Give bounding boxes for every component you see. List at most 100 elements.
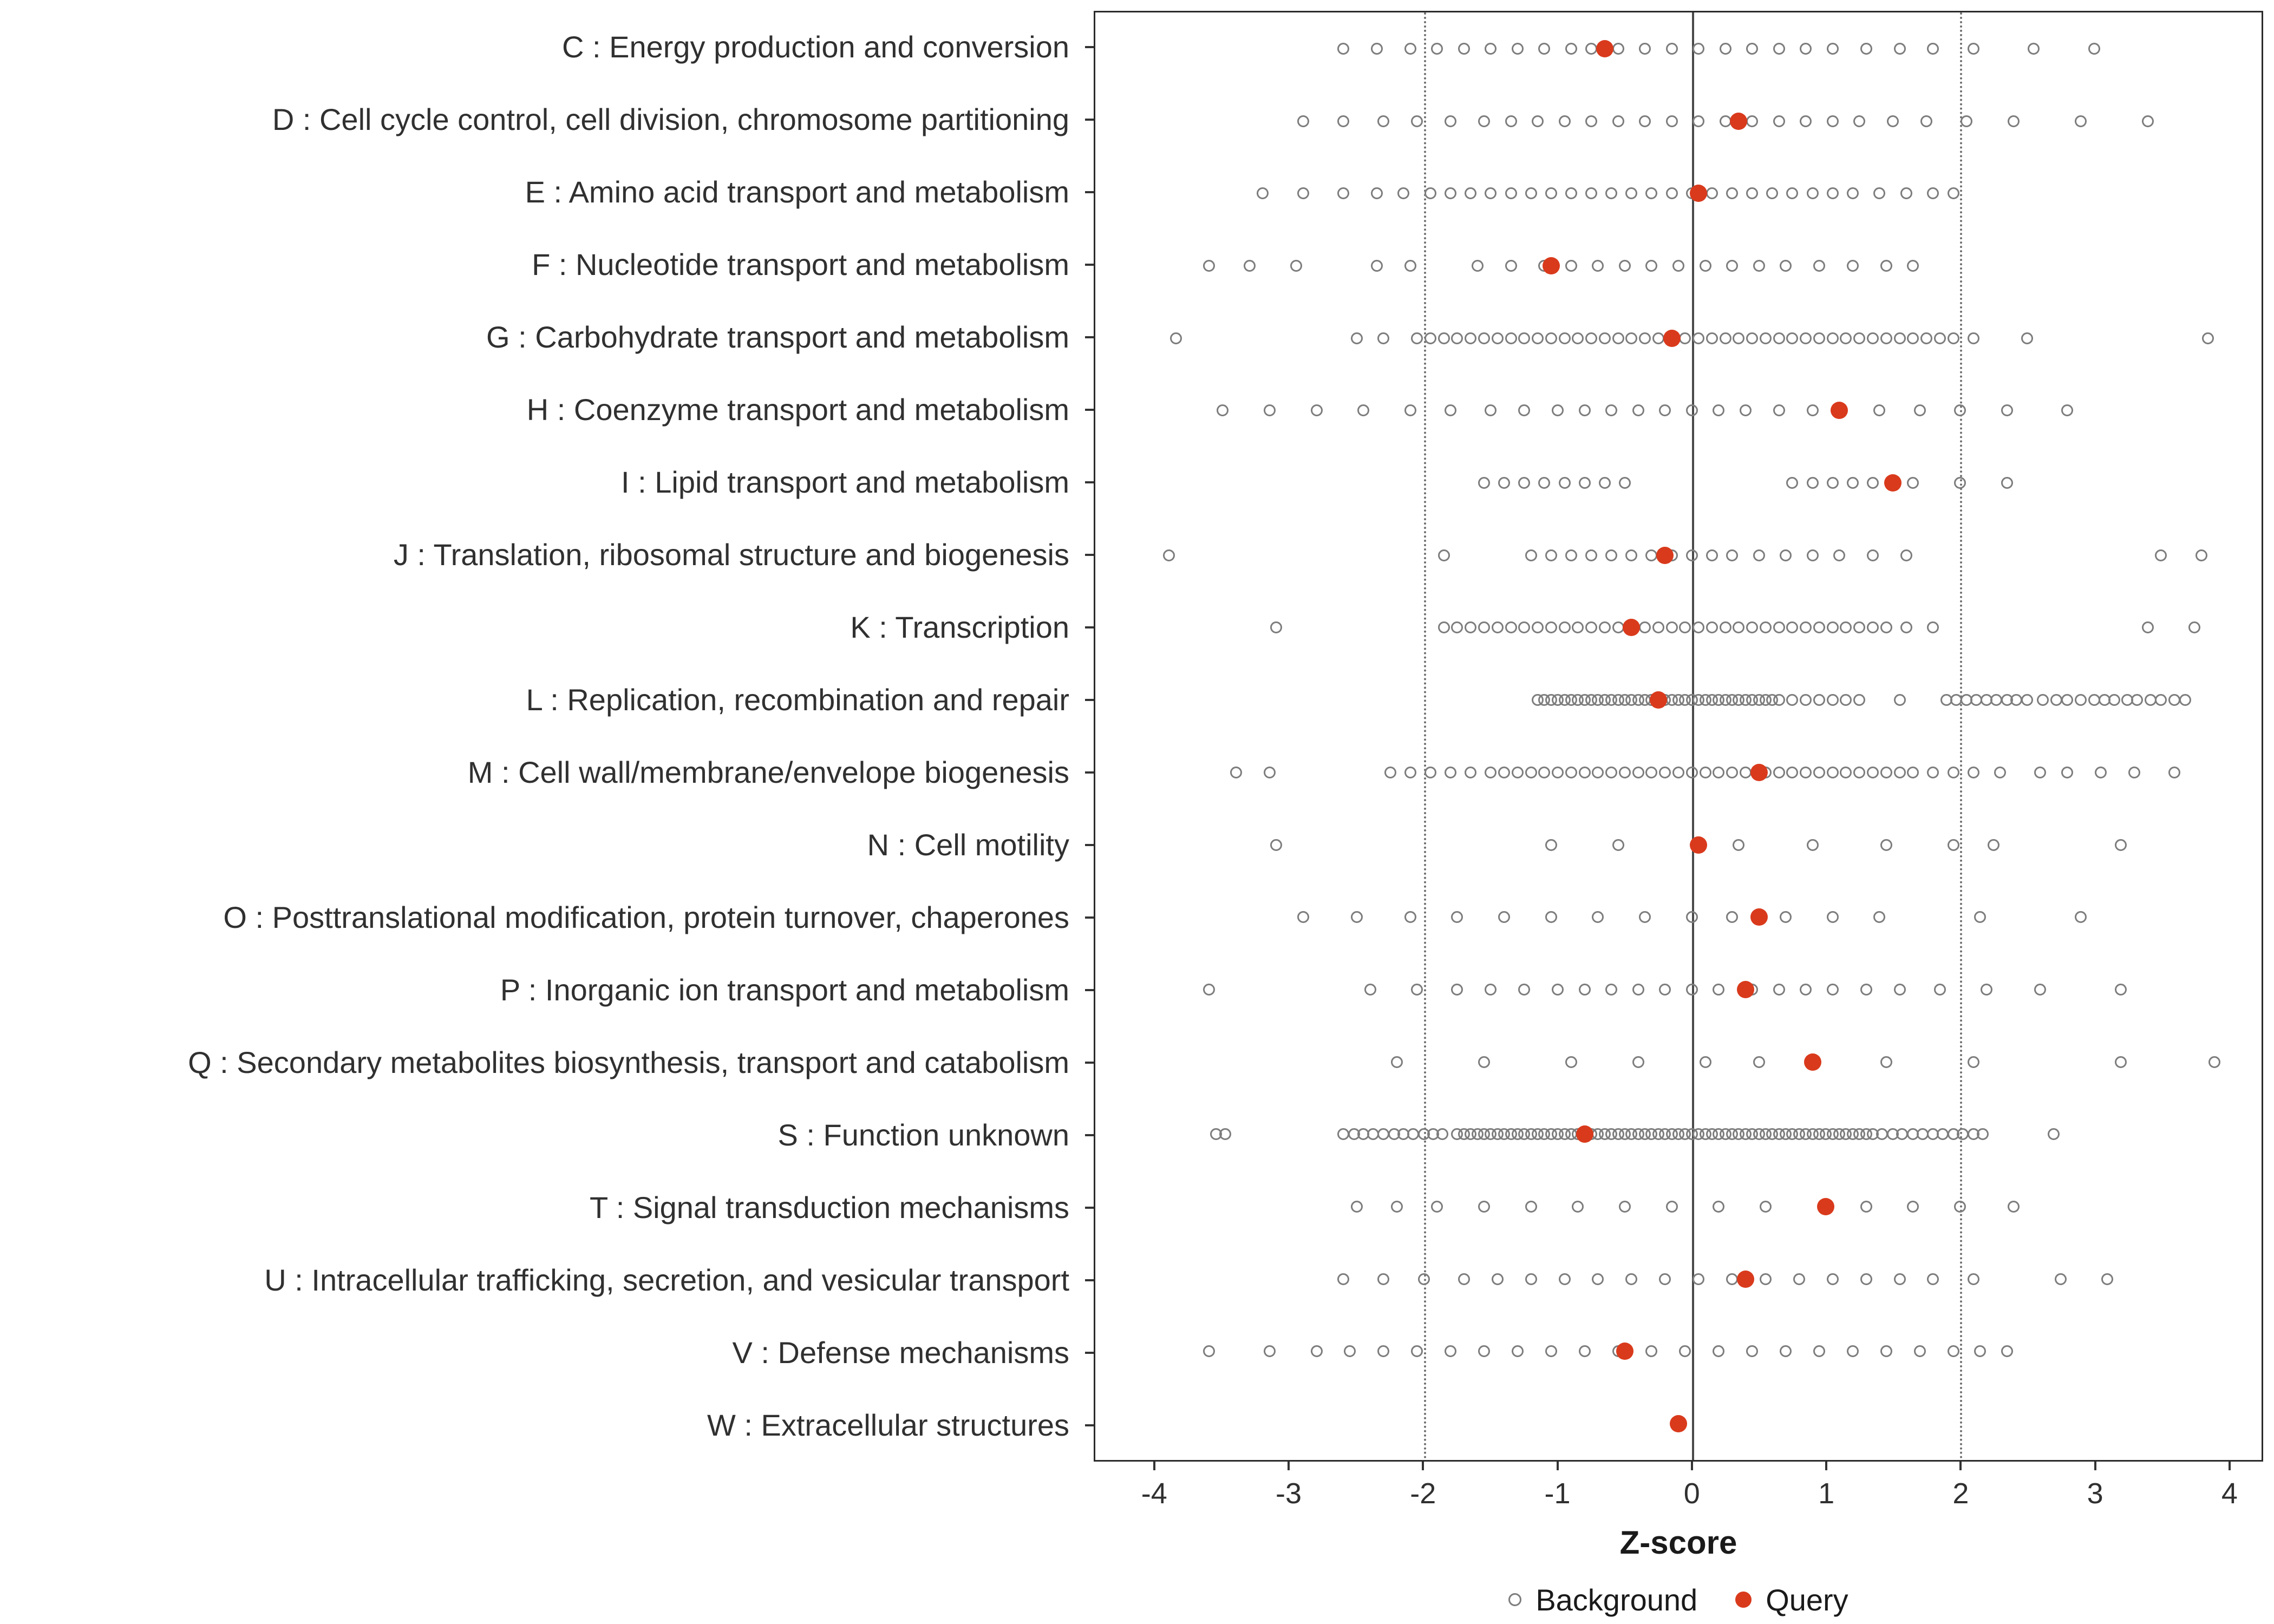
y-axis-label: F : Nucleotide transport and metabolism xyxy=(532,247,1069,282)
background-point xyxy=(1558,621,1571,634)
background-point xyxy=(1505,115,1517,127)
background-point xyxy=(2108,694,2120,706)
background-point xyxy=(1693,1273,1705,1285)
background-point xyxy=(1659,983,1671,996)
background-point xyxy=(1947,332,1959,344)
background-point xyxy=(1685,911,1698,924)
background-point xyxy=(1974,911,1987,924)
background-point xyxy=(2208,1056,2221,1068)
background-point xyxy=(1565,766,1577,778)
background-point xyxy=(1337,187,1350,200)
background-point xyxy=(1451,621,1463,634)
background-point xyxy=(1565,549,1577,561)
background-point xyxy=(1545,549,1557,561)
y-axis-tick xyxy=(1085,844,1094,846)
background-point xyxy=(1994,766,2007,778)
background-point xyxy=(2155,549,2167,561)
background-point xyxy=(1840,621,1852,634)
y-axis-label: L : Replication, recombination and repai… xyxy=(526,683,1069,717)
background-point xyxy=(1344,1345,1356,1358)
background-point xyxy=(1478,477,1490,489)
background-point xyxy=(1632,1056,1644,1068)
background-point xyxy=(1786,332,1799,344)
background-point xyxy=(1746,621,1759,634)
background-point xyxy=(1578,1345,1591,1358)
background-point xyxy=(1350,911,1363,924)
background-point xyxy=(1953,1201,1966,1213)
background-point xyxy=(1498,911,1511,924)
background-point xyxy=(1990,694,2002,706)
background-point xyxy=(1833,549,1846,561)
background-point xyxy=(1545,187,1557,200)
background-point xyxy=(1478,1201,1490,1213)
background-point xyxy=(1518,332,1531,344)
background-point xyxy=(1297,115,1309,127)
background-point xyxy=(1505,259,1517,272)
background-point xyxy=(1920,115,1933,127)
background-point xyxy=(1967,332,1979,344)
background-point xyxy=(1913,404,1926,417)
background-point xyxy=(2074,115,2087,127)
filled-circle-icon xyxy=(1735,1592,1752,1608)
background-point xyxy=(1753,1056,1765,1068)
background-point xyxy=(1766,187,1779,200)
background-point xyxy=(1746,187,1759,200)
background-point xyxy=(1726,549,1739,561)
background-point xyxy=(1384,766,1396,778)
background-point xyxy=(1525,1273,1537,1285)
background-point xyxy=(1632,404,1644,417)
background-point xyxy=(1927,766,1939,778)
background-point xyxy=(1887,115,1899,127)
x-axis-title: Z-score xyxy=(1619,1524,1737,1561)
background-point xyxy=(1558,332,1571,344)
background-point xyxy=(1846,259,1859,272)
background-point xyxy=(1773,42,1785,55)
background-point xyxy=(1458,1273,1470,1285)
background-point xyxy=(1713,1345,1725,1358)
background-point xyxy=(1685,404,1698,417)
background-point xyxy=(1545,621,1557,634)
background-point xyxy=(2088,42,2100,55)
background-point xyxy=(1498,477,1511,489)
background-point xyxy=(1598,621,1611,634)
background-point xyxy=(2028,42,2040,55)
background-point xyxy=(1719,332,1731,344)
background-point xyxy=(1826,694,1839,706)
y-axis-label: E : Amino acid transport and metabolism xyxy=(525,175,1069,209)
background-point xyxy=(1639,115,1651,127)
background-point xyxy=(1893,42,1906,55)
background-point xyxy=(2179,694,2191,706)
background-point xyxy=(1618,1201,1631,1213)
background-point xyxy=(1645,1345,1658,1358)
background-point xyxy=(1491,621,1504,634)
background-point xyxy=(1404,259,1416,272)
background-point xyxy=(1518,477,1531,489)
query-point xyxy=(1596,40,1613,57)
y-axis-tick xyxy=(1085,1134,1094,1136)
background-point xyxy=(1525,549,1537,561)
background-point xyxy=(1639,332,1651,344)
query-point xyxy=(1750,908,1768,926)
background-point xyxy=(1826,983,1839,996)
background-point xyxy=(1706,621,1718,634)
query-point xyxy=(1884,474,1902,492)
background-point xyxy=(1846,477,1859,489)
background-point xyxy=(1873,187,1886,200)
background-point xyxy=(1659,766,1671,778)
query-point xyxy=(1616,1343,1633,1360)
y-axis-tick xyxy=(1085,989,1094,991)
background-point xyxy=(1953,404,1966,417)
background-point xyxy=(1746,115,1759,127)
y-axis-tick xyxy=(1085,119,1094,121)
y-axis-label: H : Coenzyme transport and metabolism xyxy=(526,392,1069,427)
background-point xyxy=(1893,766,1906,778)
x-tick-label: 4 xyxy=(2221,1477,2238,1510)
background-point xyxy=(1970,694,1982,706)
background-point xyxy=(1505,621,1517,634)
background-point xyxy=(2101,1273,2114,1285)
background-point xyxy=(1659,404,1671,417)
background-point xyxy=(1585,332,1598,344)
background-point xyxy=(1592,259,1604,272)
background-point xyxy=(1445,404,1457,417)
background-point xyxy=(1552,983,1564,996)
